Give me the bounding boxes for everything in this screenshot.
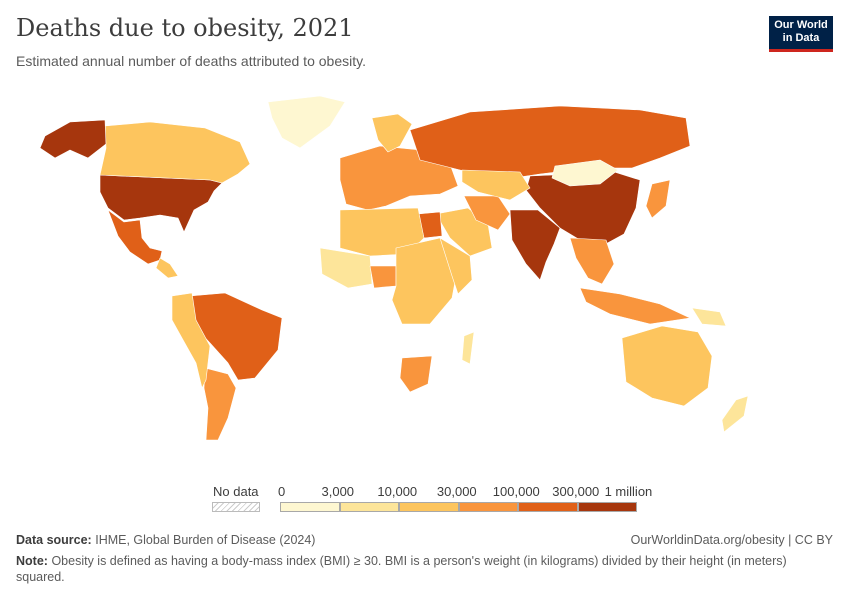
legend-bin-4[interactable] <box>518 502 578 512</box>
legend: No data 0 3,000 10,000 30,000 100,000 300,000… <box>0 478 850 518</box>
region-south-africa[interactable] <box>399 355 433 393</box>
region-scandinavia[interactable] <box>371 113 413 153</box>
region-united-states[interactable] <box>99 174 223 233</box>
owid-logo[interactable]: Our World in Data <box>769 16 833 52</box>
region-madagascar[interactable] <box>461 331 475 365</box>
region-south-america-west[interactable] <box>171 292 211 389</box>
region-mongolia[interactable] <box>551 159 619 187</box>
legend-tick-4: 100,000 <box>492 484 540 499</box>
source-label: Data source: <box>16 533 92 547</box>
legend-tick-5: 300,000 <box>552 484 600 499</box>
world-map <box>39 95 749 441</box>
chart-title: Deaths due to obesity, 2021 <box>16 14 354 42</box>
note: Note: Obesity is defined as having a bod… <box>16 553 826 585</box>
source-text[interactable]: IHME, Global Burden of Disease (2024) <box>95 533 316 547</box>
legend-bin-3[interactable] <box>458 502 518 512</box>
region-new-zealand[interactable] <box>721 395 749 433</box>
legend-bin-1[interactable] <box>339 502 399 512</box>
logo-line-1: Our World <box>774 19 828 31</box>
region-central-america[interactable] <box>155 257 179 279</box>
region-canada[interactable] <box>99 121 251 184</box>
data-source: Data source: IHME, Global Burden of Dise… <box>16 533 315 547</box>
region-papua-new-guinea[interactable] <box>691 307 727 327</box>
region-nigeria[interactable] <box>369 265 397 289</box>
license-url[interactable]: OurWorldinData.org/obesity | CC BY <box>630 533 833 547</box>
region-indonesia[interactable] <box>579 287 691 325</box>
legend-tick-1: 3,000 <box>321 484 355 499</box>
legend-no-data-label: No data <box>213 484 259 499</box>
region-west-africa[interactable] <box>319 247 373 289</box>
region-iran[interactable] <box>463 195 511 231</box>
region-southeast-asia[interactable] <box>569 237 615 285</box>
region-east-africa[interactable] <box>439 237 473 295</box>
note-label: Note: <box>16 554 48 568</box>
region-mexico[interactable] <box>107 209 163 265</box>
chart-subtitle: Estimated annual number of deaths attrib… <box>16 53 366 69</box>
region-greenland[interactable] <box>267 95 346 149</box>
region-argentina[interactable] <box>203 367 237 441</box>
region-india[interactable] <box>509 209 561 281</box>
logo-line-2: in Data <box>782 32 820 44</box>
legend-bin-2[interactable] <box>399 502 459 512</box>
legend-tick-6: 1 million <box>604 484 653 499</box>
region-central-asia[interactable] <box>461 169 531 201</box>
region-alaska[interactable] <box>39 119 107 159</box>
region-australia[interactable] <box>621 325 713 407</box>
legend-tick-0: 0 <box>278 484 286 499</box>
note-text: Obesity is defined as having a body-mass… <box>16 554 787 584</box>
legend-no-data-swatch <box>212 502 260 512</box>
legend-bin-0[interactable] <box>280 502 340 512</box>
legend-tick-2: 10,000 <box>377 484 418 499</box>
region-japan[interactable] <box>645 179 671 219</box>
legend-bin-5[interactable] <box>577 502 637 512</box>
legend-tick-3: 30,000 <box>436 484 477 499</box>
